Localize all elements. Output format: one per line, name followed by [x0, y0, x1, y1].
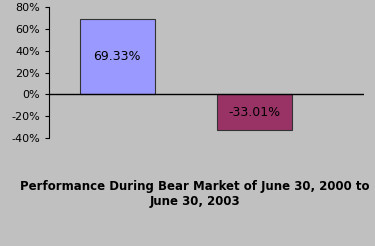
Bar	[80, 19, 155, 94]
Bar	[216, 94, 292, 130]
Text: Performance During Bear Market of June 30, 2000 to
June 30, 2003: Performance During Bear Market of June 3…	[20, 180, 370, 208]
Text: 69.33%: 69.33%	[93, 50, 141, 63]
Text: -33.01%: -33.01%	[228, 106, 280, 119]
